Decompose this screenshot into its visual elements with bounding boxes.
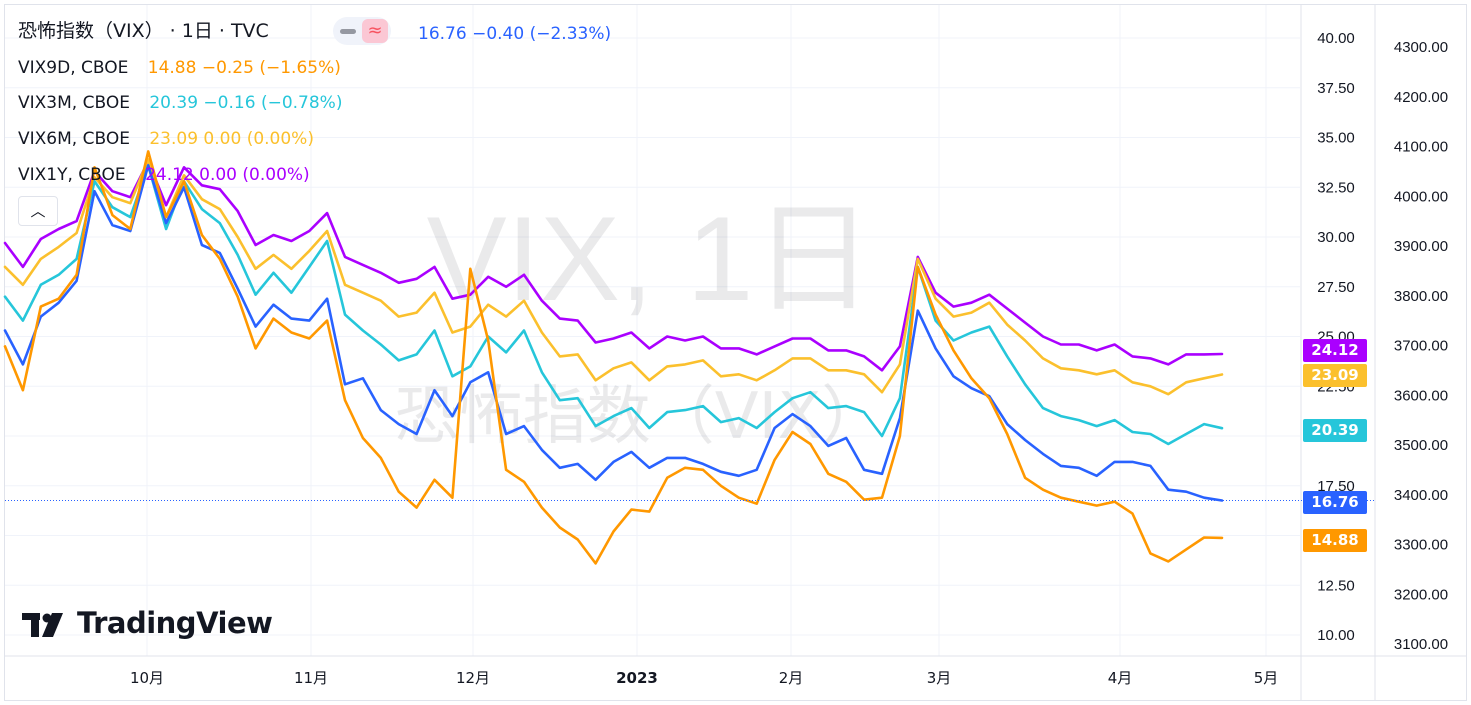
y-right-tick-label: 3400.00 bbox=[1394, 487, 1448, 504]
y-left-tick-label: 35.00 bbox=[1317, 130, 1355, 147]
x-axis: 10月 11月 12月 2023 2月 3月 4月 5月 bbox=[130, 669, 1278, 687]
chevron-up-icon: ︿ bbox=[30, 202, 46, 220]
y-left-tick-label: 10.00 bbox=[1317, 627, 1355, 644]
x-tick-label: 10月 bbox=[130, 669, 164, 687]
y-right-tick-label: 3900.00 bbox=[1394, 238, 1448, 255]
x-tick-label: 2月 bbox=[779, 669, 804, 687]
compare-icon[interactable]: ≈ bbox=[362, 19, 388, 43]
legend-row-vix3m[interactable]: VIX3M, CBOE 20.39 −0.16 (−0.78%) bbox=[18, 93, 342, 113]
y-left-tick-label: 30.00 bbox=[1317, 229, 1355, 246]
y-left-tick-label: 32.50 bbox=[1317, 179, 1355, 196]
watermark-line1: VIX, 1日 bbox=[427, 192, 874, 326]
legend-values: 23.09 0.00 (0.00%) bbox=[149, 129, 314, 149]
y-right-tick-label: 3500.00 bbox=[1394, 437, 1448, 454]
collapse-legend-button[interactable]: ︿ bbox=[18, 196, 58, 226]
y-right-tick-label: 3100.00 bbox=[1394, 636, 1448, 653]
x-tick-label: 12月 bbox=[456, 669, 490, 687]
y-axis-right: 4300.00 4200.00 4100.00 4000.00 3900.00 3800.… bbox=[1394, 39, 1448, 653]
legend-symbol: VIX1Y, CBOE bbox=[18, 165, 126, 185]
price-tag: 20.39 bbox=[1303, 419, 1367, 442]
x-tick-label: 3月 bbox=[927, 669, 952, 687]
price-tag: 16.76 bbox=[1303, 491, 1367, 514]
price-tag: 23.09 bbox=[1303, 364, 1367, 387]
main-change: −0.40 bbox=[472, 24, 525, 44]
y-left-tick-label: 17.50 bbox=[1317, 478, 1355, 495]
y-right-tick-label: 3700.00 bbox=[1394, 338, 1448, 355]
y-right-tick-label: 3800.00 bbox=[1394, 288, 1448, 305]
y-right-tick-label: 4000.00 bbox=[1394, 188, 1448, 205]
series-line-vix9d[interactable] bbox=[3, 150, 1224, 565]
chart-title[interactable]: 恐怖指数（VIX） · 1日 · TVC bbox=[18, 20, 269, 42]
axis-dividers bbox=[5, 5, 1466, 700]
y-left-tick-label: 12.50 bbox=[1317, 577, 1355, 594]
y-left-tick-label: 27.50 bbox=[1317, 279, 1355, 296]
y-right-tick-label: 4100.00 bbox=[1394, 139, 1448, 156]
minus-icon[interactable] bbox=[340, 29, 356, 34]
legend-symbol: VIX3M, CBOE bbox=[18, 93, 130, 113]
y-right-tick-label: 3600.00 bbox=[1394, 387, 1448, 404]
series-line-vix[interactable] bbox=[3, 164, 1224, 502]
legend-symbol: VIX6M, CBOE bbox=[18, 129, 130, 149]
series-line-vix6m[interactable] bbox=[3, 158, 1224, 396]
main-change-pct: (−2.33%) bbox=[529, 24, 612, 44]
y-right-tick-label: 4300.00 bbox=[1394, 39, 1448, 56]
y-left-tick-label: 37.50 bbox=[1317, 80, 1355, 97]
price-tag: 24.12 bbox=[1303, 339, 1367, 362]
logo-text: TradingView bbox=[77, 606, 273, 640]
chart-frame bbox=[4, 4, 1467, 701]
grid bbox=[5, 5, 1300, 656]
main-last: 16.76 bbox=[418, 24, 467, 44]
legend-symbol: VIX9D, CBOE bbox=[18, 58, 129, 78]
x-tick-label: 4月 bbox=[1108, 669, 1133, 687]
legend-values: 14.88 −0.25 (−1.65%) bbox=[147, 58, 341, 78]
series-line-vix1y[interactable] bbox=[3, 160, 1224, 372]
x-tick-label: 5月 bbox=[1254, 669, 1279, 687]
legend-values: 20.39 −0.16 (−0.78%) bbox=[149, 93, 343, 113]
price-tag: 14.88 bbox=[1303, 529, 1367, 552]
tradingview-logo-icon bbox=[22, 613, 63, 637]
series-layer bbox=[3, 150, 1224, 565]
legend-row-vix6m[interactable]: VIX6M, CBOE 23.09 0.00 (0.00%) bbox=[18, 129, 314, 149]
legend-values: 24.12 0.00 (0.00%) bbox=[145, 165, 310, 185]
legend-row-vix9d[interactable]: VIX9D, CBOE 14.88 −0.25 (−1.65%) bbox=[18, 58, 341, 78]
series-line-vix3m[interactable] bbox=[3, 164, 1224, 446]
main-values: 16.76 −0.40 (−2.33%) bbox=[418, 24, 611, 44]
legend-row-vix1y[interactable]: VIX1Y, CBOE 24.12 0.00 (0.00%) bbox=[18, 165, 310, 185]
y-right-tick-label: 3200.00 bbox=[1394, 586, 1448, 603]
y-right-tick-label: 4200.00 bbox=[1394, 89, 1448, 106]
x-tick-label: 11月 bbox=[294, 669, 328, 687]
y-left-tick-label: 40.00 bbox=[1317, 30, 1355, 47]
x-tick-label: 2023 bbox=[616, 669, 658, 687]
y-right-tick-label: 3300.00 bbox=[1394, 537, 1448, 554]
